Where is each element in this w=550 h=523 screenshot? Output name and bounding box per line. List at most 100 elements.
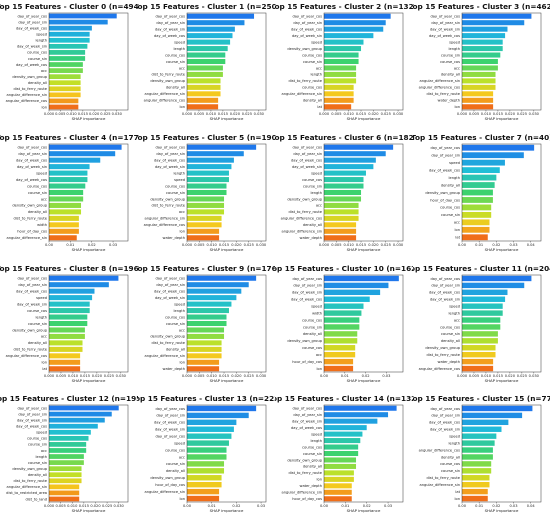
tick-label-x: 0.02: [232, 504, 240, 508]
bar: [49, 301, 90, 307]
tick-label-y: course_cos: [302, 346, 322, 350]
bar: [324, 163, 374, 169]
tick-label-x: 0.000: [181, 243, 192, 247]
chart-panel-1: Top 15 Features - Cluster 1 (n=250) day_o…: [138, 2, 276, 121]
bar: [461, 447, 493, 453]
bar: [49, 496, 80, 502]
bar: [324, 234, 357, 241]
bar: [461, 496, 488, 502]
bar: [49, 424, 98, 429]
bar: [186, 65, 223, 71]
tick-label-y: speed: [36, 33, 47, 37]
plot-frame: [186, 12, 266, 111]
tick-label-x: 0.030: [112, 112, 123, 116]
bar: [49, 228, 79, 234]
tick-label-y: lon: [42, 105, 47, 109]
bar: [49, 202, 82, 208]
bar: [49, 170, 88, 176]
tick-label-x: 0.000: [44, 374, 55, 378]
tick-label-y: acc: [178, 456, 184, 460]
bar: [186, 468, 224, 474]
x-axis-label: SHAP importance: [72, 116, 106, 121]
bar: [461, 97, 493, 103]
tick-label-y: water_depth: [437, 99, 460, 103]
bar: [324, 431, 363, 437]
tick-label-y: length: [36, 315, 47, 319]
tick-label-x: 0.030: [114, 504, 125, 508]
bar: [324, 344, 356, 350]
chart-panel-9: Top 15 Features - Cluster 9 (n=176) day_o…: [138, 264, 276, 383]
tick-label-y: day_of_year_sin: [431, 153, 460, 157]
bar: [49, 234, 77, 241]
tick-label-x: 0.015: [79, 504, 89, 508]
tick-label-x: 0.025: [516, 374, 526, 378]
bar: [324, 316, 360, 323]
bar: [461, 282, 524, 288]
tick-label-x: 0.025: [243, 243, 253, 247]
bar: [186, 104, 218, 110]
bar: [49, 104, 79, 110]
tick-label-y: speed: [174, 302, 185, 306]
chart-panel-11: Top 15 Features - Cluster 11 (n=204) day_…: [413, 264, 550, 383]
bar: [461, 234, 488, 240]
bar: [49, 307, 90, 313]
tick-label-y: density_all: [303, 332, 322, 336]
bar: [324, 189, 362, 195]
tick-label-y: day_of_week_cos: [429, 421, 460, 425]
bar: [186, 359, 219, 365]
chart-panel-14: Top 15 Features - Cluster 14 (n=132) day_…: [275, 394, 413, 513]
chart-title: Top 15 Features - Cluster 4 (n=177): [0, 133, 138, 142]
bar: [461, 296, 505, 302]
tick-label-y: day_of_week_cos: [154, 158, 185, 162]
bar: [186, 326, 224, 332]
x-axis-label: SHAP importance: [484, 378, 518, 383]
tick-label-x: 0.03: [257, 504, 265, 508]
tick-label-y: lat: [455, 490, 460, 494]
tick-label-x: 0.000: [319, 243, 330, 247]
bar: [461, 65, 498, 71]
tick-label-y: day_of_week_sin: [17, 419, 47, 423]
tick-label-y: hour_of_day_cos: [17, 229, 47, 233]
bar: [49, 339, 83, 345]
tick-label-y: speed: [449, 161, 460, 165]
tick-label-x: 0.02: [88, 243, 96, 247]
bar: [186, 97, 218, 103]
bar: [49, 215, 79, 221]
bar: [324, 215, 359, 221]
tick-label-y: density_own_group: [425, 346, 460, 350]
tick-label-y: length: [448, 176, 459, 180]
bar: [461, 489, 488, 495]
plot-frame: [48, 405, 129, 503]
bar: [461, 13, 531, 19]
tick-label-y: day_of_year_sin: [293, 413, 322, 417]
tick-label-y: water_depth: [300, 484, 323, 488]
bar: [186, 346, 222, 352]
bar: [186, 71, 223, 77]
tick-label-y: day_of_week_cos: [291, 297, 322, 301]
bar: [49, 62, 83, 67]
tick-label-y: acc: [453, 220, 459, 224]
tick-label-y: speed: [311, 304, 322, 308]
bar: [49, 430, 91, 435]
tick-label-x: 0.03: [384, 504, 392, 508]
tick-label-y: density_all: [28, 81, 47, 85]
bar: [49, 196, 84, 202]
bar: [49, 144, 122, 150]
tick-label-x: 0.015: [218, 243, 228, 247]
tick-label-x: 0.030: [528, 374, 539, 378]
bar: [324, 282, 389, 288]
tick-label-y: density_all: [440, 339, 459, 343]
tick-label-y: angular_difference_sin: [144, 216, 185, 220]
x-axis-label: SHAP importance: [347, 247, 381, 252]
tick-label-y: dist_to_ferry_route: [13, 87, 47, 91]
bar: [49, 43, 88, 49]
tick-label-x: 0.005: [468, 112, 478, 116]
bar: [186, 58, 225, 65]
bar: [186, 196, 224, 202]
chart-title: Top 15 Features - Cluster 7 (n=40): [413, 133, 550, 142]
plot-frame: [323, 274, 404, 372]
chart-title: Top 15 Features - Cluster 15 (n=77): [413, 394, 550, 403]
tick-label-x: 0.020: [231, 243, 242, 247]
tick-label-y: day_of_week_cos: [429, 34, 460, 38]
bar: [49, 92, 81, 98]
